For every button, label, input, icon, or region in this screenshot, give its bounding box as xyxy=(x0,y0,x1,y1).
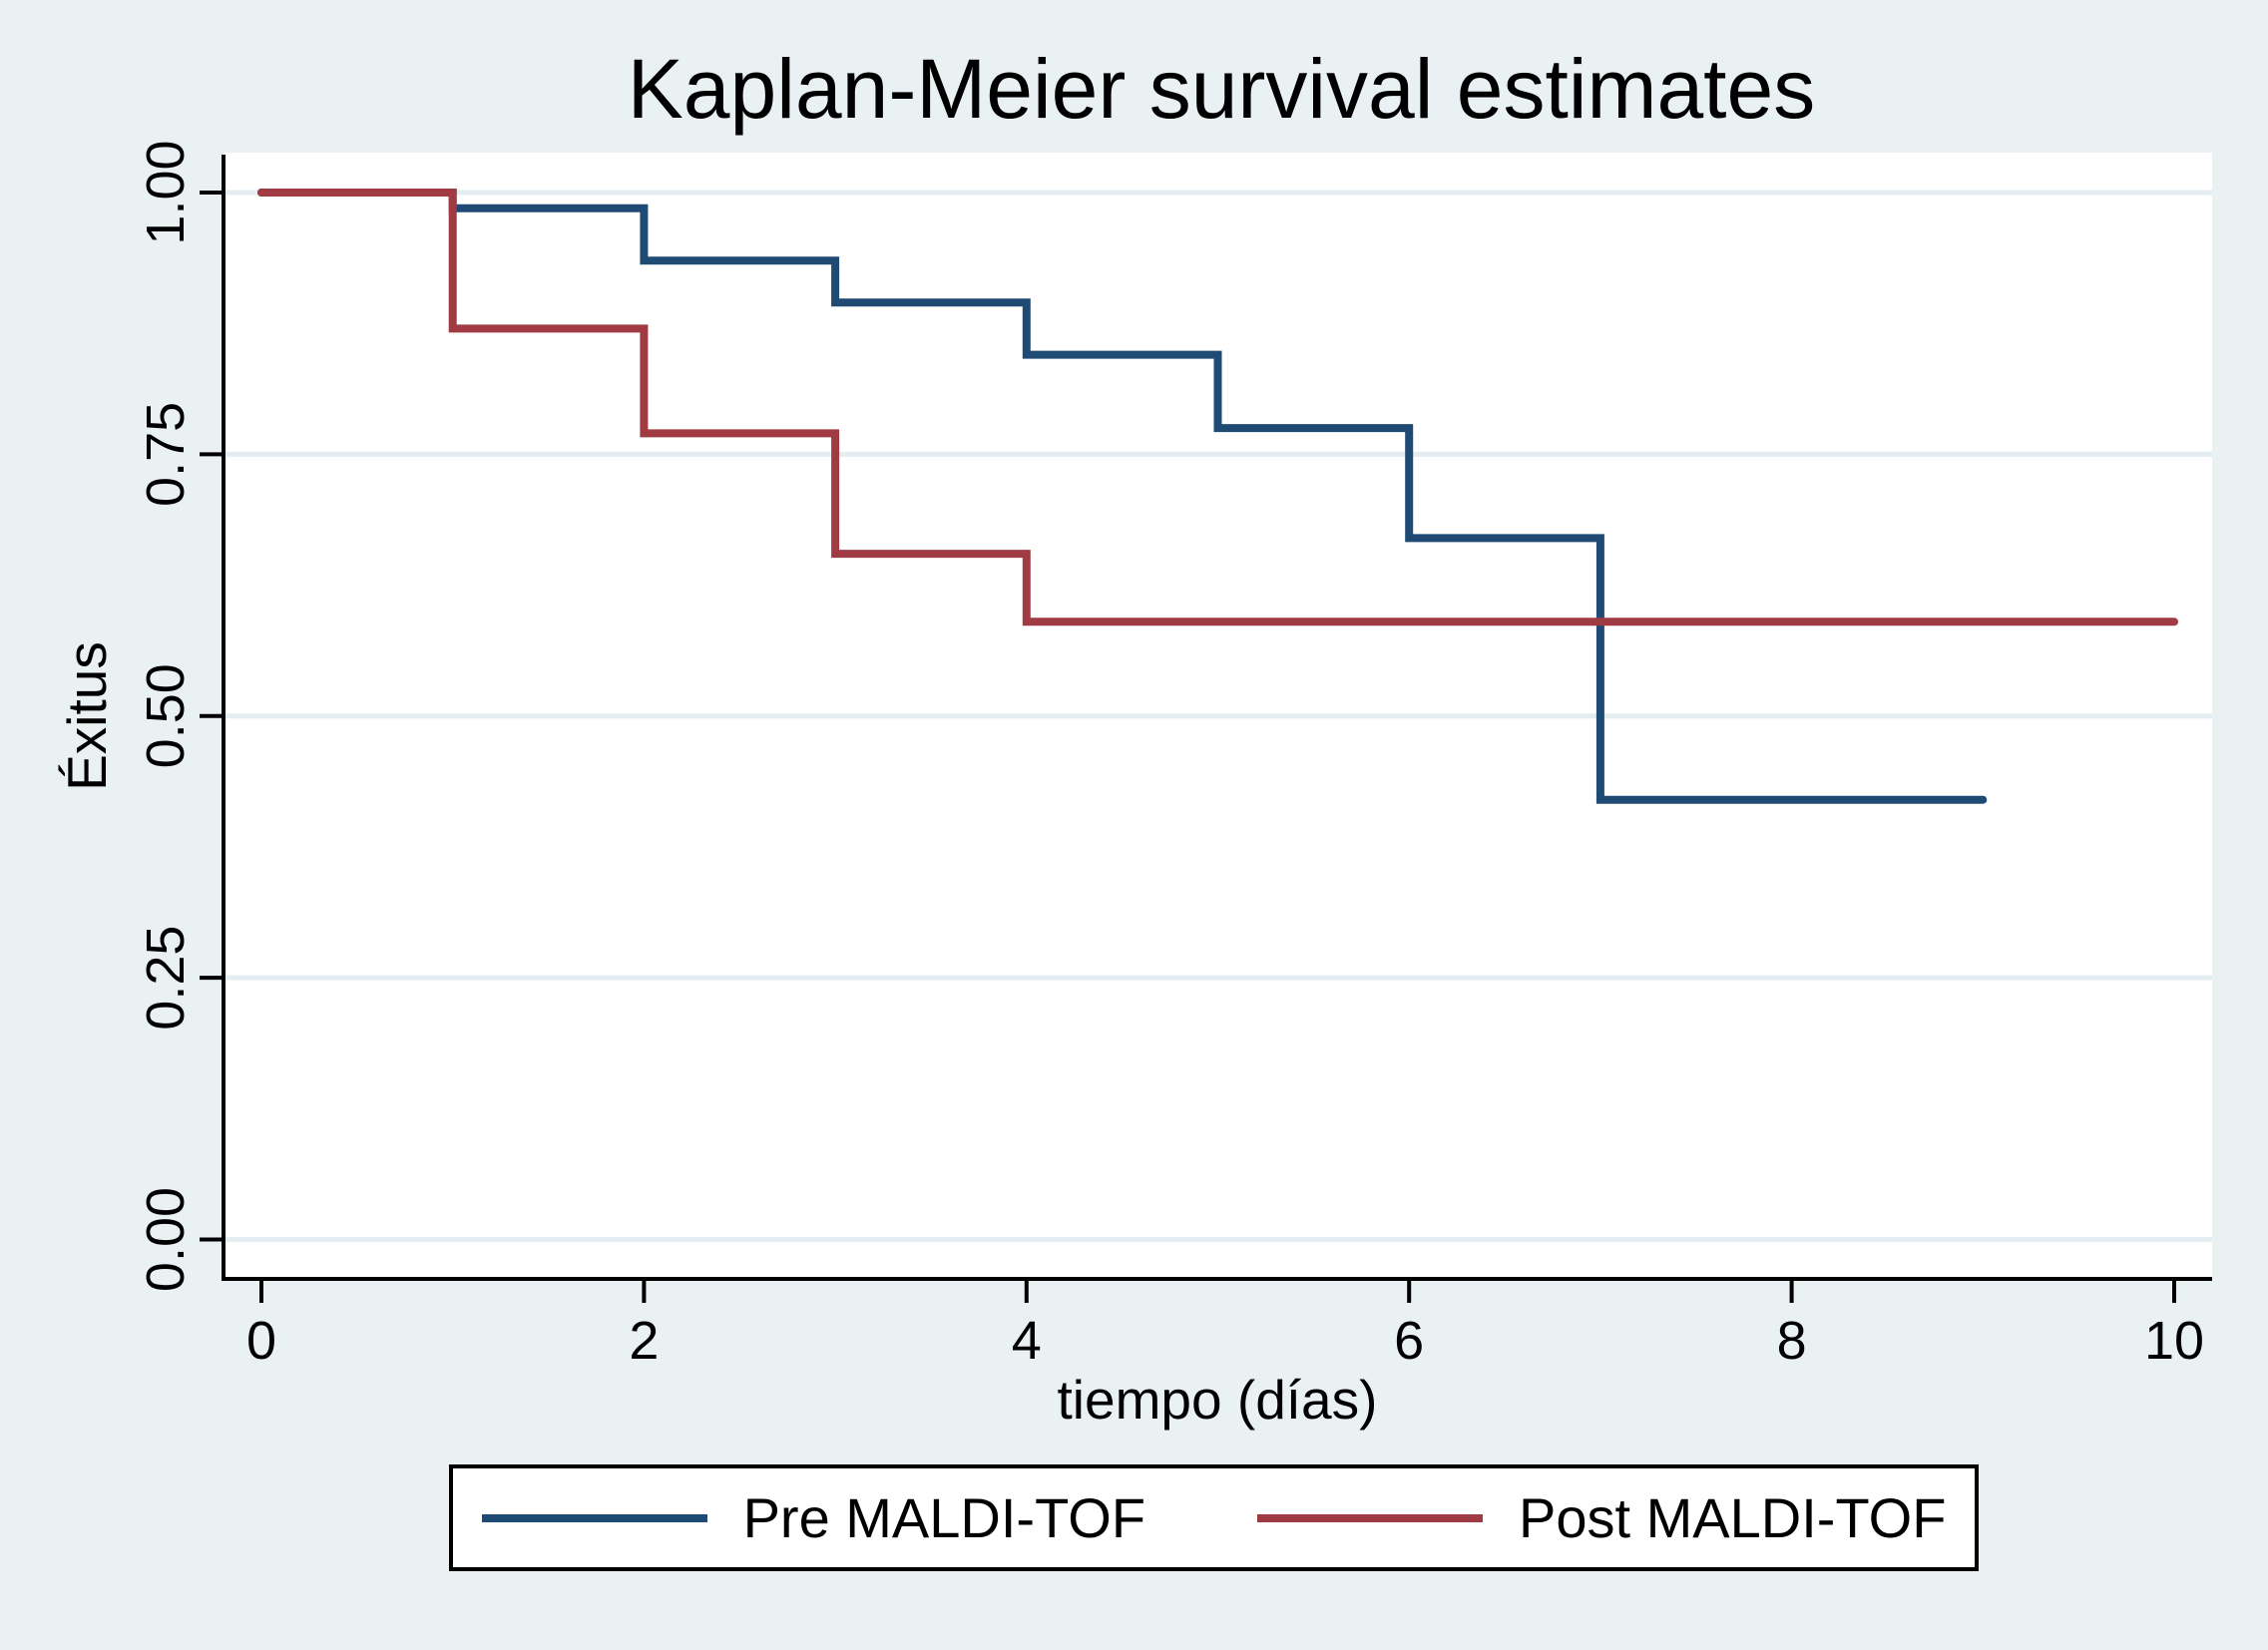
pre-maldi-tof-line-sample xyxy=(481,1513,707,1522)
legend-item-post-maldi-tof: Post MALDI-TOF xyxy=(1257,1485,1947,1549)
chart-title: Kaplan-Meier survival estimates xyxy=(628,42,1815,136)
y-tick-label-0: 0.00 xyxy=(136,1187,196,1292)
x-axis-tick-labels: 0 2 4 6 8 10 xyxy=(246,1311,2204,1371)
y-axis-title: Éxitus xyxy=(56,641,118,791)
survival-curves xyxy=(257,189,2178,804)
x-tick-label-10: 10 xyxy=(2144,1311,2204,1371)
legend-label-pre-maldi-tof: Pre MALDI-TOF xyxy=(742,1485,1146,1549)
x-tick-label-2: 2 xyxy=(629,1311,659,1371)
post-maldi-tof-line-sample xyxy=(1257,1513,1484,1522)
x-axis-ticks xyxy=(259,1279,2176,1303)
y-tick-label-0.5: 0.50 xyxy=(136,663,196,768)
x-axis-title: tiempo (días) xyxy=(1058,1369,1378,1431)
x-tick-label-6: 6 xyxy=(1394,1311,1424,1371)
y-tick-label-1: 1.00 xyxy=(136,140,196,244)
curve-pre-maldi-tof xyxy=(257,189,1988,804)
legend-label-post-maldi-tof: Post MALDI-TOF xyxy=(1519,1485,1947,1549)
legend-item-pre-maldi-tof: Pre MALDI-TOF xyxy=(481,1485,1146,1549)
y-axis-tick-labels: 0.00 0.25 0.50 0.75 1.00 xyxy=(136,140,196,1292)
y-tick-label-0.75: 0.75 xyxy=(136,402,196,507)
gridlines xyxy=(226,190,2212,1242)
x-tick-label-8: 8 xyxy=(1777,1311,1807,1371)
y-axis-ticks xyxy=(200,191,224,1242)
x-tick-label-0: 0 xyxy=(246,1311,276,1371)
x-tick-label-4: 4 xyxy=(1012,1311,1042,1371)
legend: Pre MALDI-TOF Post MALDI-TOF xyxy=(449,1464,1979,1571)
y-tick-label-0.25: 0.25 xyxy=(136,926,196,1031)
curve-post-maldi-tof xyxy=(257,189,2178,626)
